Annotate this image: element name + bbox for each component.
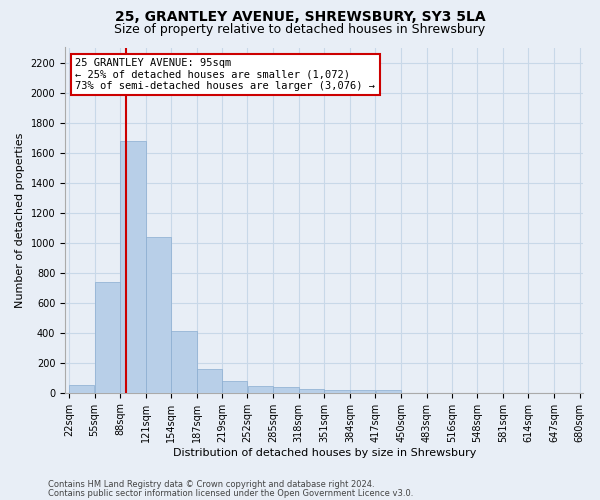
Y-axis label: Number of detached properties: Number of detached properties [15, 132, 25, 308]
Bar [120, 140, 146, 392]
Text: Size of property relative to detached houses in Shrewsbury: Size of property relative to detached ho… [115, 22, 485, 36]
Text: Contains public sector information licensed under the Open Government Licence v3: Contains public sector information licen… [48, 488, 413, 498]
Bar [95, 282, 120, 393]
Bar [197, 370, 223, 392]
Text: Contains HM Land Registry data © Crown copyright and database right 2024.: Contains HM Land Registry data © Crown c… [48, 480, 374, 489]
Bar [69, 385, 94, 392]
Bar [172, 331, 197, 392]
Bar [222, 380, 247, 392]
Bar [299, 389, 324, 392]
Text: 25 GRANTLEY AVENUE: 95sqm
← 25% of detached houses are smaller (1,072)
73% of se: 25 GRANTLEY AVENUE: 95sqm ← 25% of detac… [76, 58, 376, 91]
Bar [248, 386, 273, 392]
Bar [350, 390, 376, 392]
Bar [325, 390, 350, 392]
Bar [146, 236, 171, 392]
Bar [376, 390, 401, 392]
Bar [273, 386, 299, 392]
X-axis label: Distribution of detached houses by size in Shrewsbury: Distribution of detached houses by size … [173, 448, 476, 458]
Text: 25, GRANTLEY AVENUE, SHREWSBURY, SY3 5LA: 25, GRANTLEY AVENUE, SHREWSBURY, SY3 5LA [115, 10, 485, 24]
